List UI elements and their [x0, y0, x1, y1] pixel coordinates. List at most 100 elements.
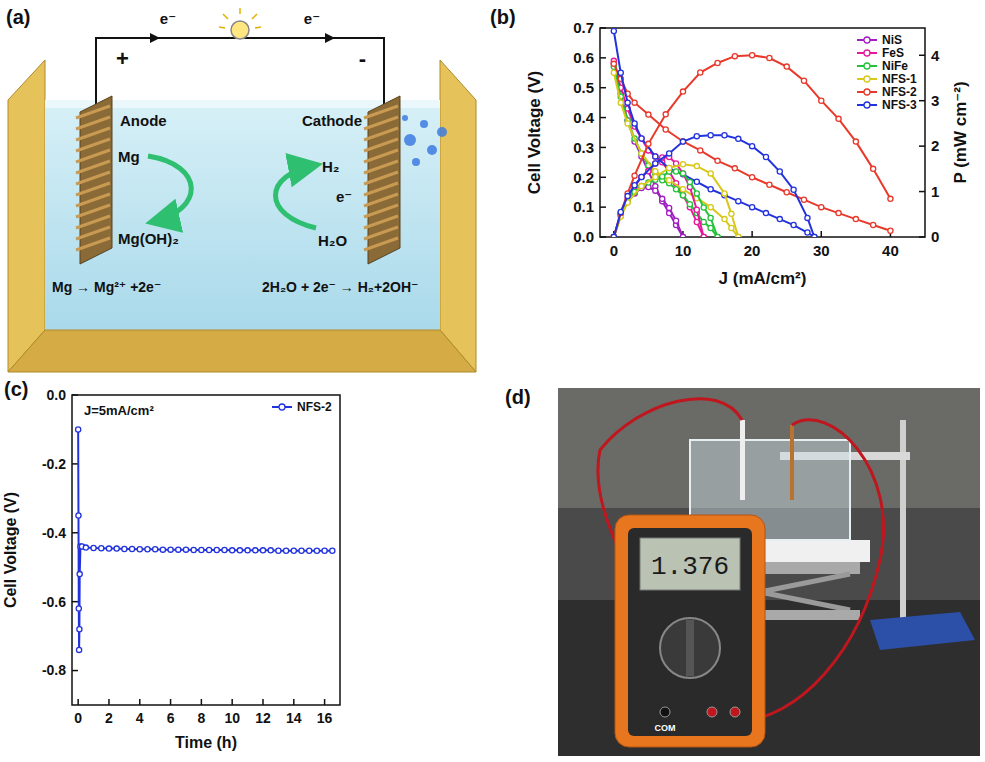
- series-line: [614, 157, 704, 237]
- electrode-flake: [364, 150, 398, 162]
- data-point: [715, 60, 720, 65]
- legend-label: NiFe: [882, 59, 908, 73]
- data-point: [694, 164, 699, 169]
- data-point: [732, 54, 737, 59]
- multimeter-face: [628, 528, 752, 736]
- data-point: [639, 184, 644, 189]
- x-tick: [77, 699, 79, 705]
- port: [730, 707, 740, 717]
- y-tick: [600, 87, 606, 89]
- data-point: [639, 136, 644, 141]
- multimeter-case: [615, 515, 765, 747]
- data-point: [618, 70, 623, 75]
- data-point: [99, 546, 104, 551]
- data-point: [680, 234, 685, 237]
- data-point: [268, 548, 273, 553]
- electrode-flake: [364, 139, 398, 151]
- diagram-text: 2H₂O + 2e⁻ → H₂+2OH⁻: [262, 279, 418, 295]
- legend-marker: [864, 76, 870, 82]
- data-point: [729, 211, 734, 216]
- electrode-flake: [76, 161, 110, 173]
- x-tick: [170, 699, 172, 705]
- data-point: [314, 548, 319, 553]
- data-point: [836, 116, 841, 121]
- data-point: [611, 234, 616, 237]
- x-tick-label: 40: [882, 242, 899, 259]
- data-point: [611, 70, 616, 75]
- data-point: [680, 171, 685, 176]
- data-point: [653, 161, 658, 166]
- data-point: [736, 234, 741, 237]
- data-point: [722, 216, 727, 221]
- data-point: [625, 100, 630, 105]
- data-point: [777, 216, 782, 221]
- gas-bubble: [402, 115, 408, 121]
- data-point: [632, 173, 637, 178]
- y-tick: [600, 206, 606, 208]
- data-point: [836, 211, 841, 216]
- stand-rod: [900, 420, 906, 620]
- data-point: [653, 154, 658, 159]
- data-point: [114, 546, 119, 551]
- data-point: [715, 234, 720, 237]
- data-point: [708, 171, 713, 176]
- data-point: [694, 191, 699, 196]
- data-point: [618, 209, 623, 214]
- wire: [96, 38, 384, 104]
- plot-frame: [72, 395, 340, 705]
- annotation: J=5mA/cm²: [84, 403, 154, 418]
- data-point: [687, 179, 692, 184]
- y-tick-label: 0.0: [47, 387, 67, 403]
- data-point: [253, 548, 258, 553]
- electrode-flake: [364, 117, 398, 129]
- data-point: [618, 100, 623, 105]
- x-tick-label: 10: [224, 710, 240, 726]
- data-point: [667, 165, 672, 170]
- data-point: [214, 547, 219, 552]
- y-tick-label: -0.2: [42, 456, 66, 472]
- series-line: [614, 67, 718, 237]
- data-point: [106, 546, 111, 551]
- data-point: [708, 215, 713, 220]
- stand-base: [870, 612, 975, 650]
- x-tick-label: 2: [105, 710, 113, 726]
- data-point: [784, 190, 789, 195]
- data-point: [653, 154, 658, 159]
- series-line: [614, 55, 891, 237]
- data-point: [680, 89, 685, 94]
- data-point: [625, 194, 630, 199]
- y-tick-label: -0.4: [42, 525, 66, 541]
- electrode-flake: [76, 183, 110, 195]
- electrode-flake: [76, 227, 110, 239]
- y-tick-label: -0.8: [42, 662, 66, 678]
- data-point: [276, 548, 281, 553]
- series-line: [614, 172, 718, 237]
- legend: NFS-2: [272, 400, 332, 414]
- electrode-flake: [76, 139, 110, 151]
- diagram-panel: (a)e⁻e⁻+-AnodeCathodeMgMg(OH)₂H₂e⁻H₂OMg …: [6, 6, 476, 372]
- data-point: [663, 127, 668, 132]
- data-point: [77, 572, 82, 577]
- x-tick-label: 4: [136, 710, 144, 726]
- x-tick: [139, 699, 141, 705]
- data-point: [639, 136, 644, 141]
- x-tick: [231, 699, 233, 705]
- data-point: [611, 61, 616, 66]
- data-point: [708, 205, 713, 210]
- y-tick: [600, 57, 606, 59]
- data-point: [673, 169, 678, 174]
- multimeter-lcd: [640, 538, 740, 590]
- series-line: [614, 135, 815, 237]
- diagram-text: Cathode: [302, 112, 362, 129]
- y-tick-label: 0.5: [573, 79, 594, 96]
- diagram-text: (a): [6, 6, 30, 28]
- panel-label: (d): [505, 386, 531, 408]
- data-point: [632, 121, 637, 126]
- data-point: [611, 234, 616, 237]
- diagram-text: e⁻: [304, 10, 320, 27]
- data-point: [680, 139, 685, 144]
- x-axis-title: J (mA/cm²): [719, 269, 807, 288]
- data-point: [76, 513, 81, 518]
- x-tick: [751, 231, 753, 237]
- photo-background: [558, 388, 980, 756]
